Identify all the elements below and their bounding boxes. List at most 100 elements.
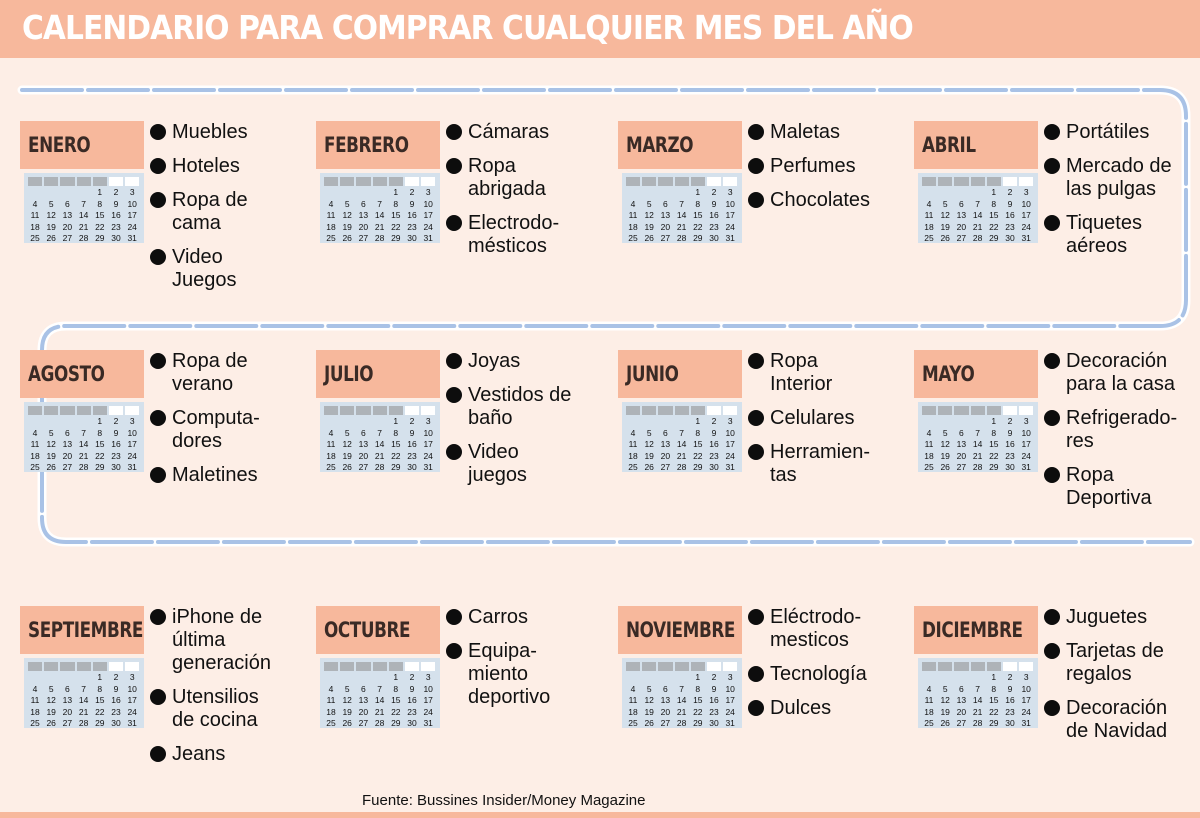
calendar-day: 29 xyxy=(693,462,703,472)
calendar-day: 9 xyxy=(711,683,717,694)
calendar-day: 12 xyxy=(644,695,654,705)
calendar-day: 25 xyxy=(326,233,336,243)
calendar-day: 29 xyxy=(95,462,105,472)
calendar-day: 6 xyxy=(65,198,70,209)
calendar-day: 23 xyxy=(1005,221,1015,232)
calendar-day: 15 xyxy=(989,439,999,449)
calendar-day: 22 xyxy=(95,221,105,232)
calendar-day: 22 xyxy=(989,221,999,232)
calendar-day: 21 xyxy=(676,450,687,461)
calendar-day: 19 xyxy=(342,221,352,232)
calendar-day: 27 xyxy=(358,718,369,728)
calendar-day: 11 xyxy=(30,439,40,449)
calendar-icon: 1 2 3 4 5 6 7 8 9 10 11 12 13 14 15 16 17 18 19 20 21 22 23 24 2… xyxy=(24,173,144,243)
calendar-day: 10 xyxy=(1021,198,1031,209)
calendar-day: 18 xyxy=(924,706,934,717)
calendar-day: 24 xyxy=(725,450,735,461)
bullet-icon xyxy=(446,643,462,659)
calendar-day: 16 xyxy=(1005,210,1015,220)
list-item: Ropa de cama xyxy=(150,189,310,235)
calendar-day: 4 xyxy=(32,427,38,438)
calendar-day: 20 xyxy=(956,706,967,717)
calendar-day: 10 xyxy=(1021,427,1031,438)
calendar-day: 30 xyxy=(407,462,417,472)
calendar-day: 12 xyxy=(342,695,352,705)
calendar-day: 3 xyxy=(129,672,135,682)
month-header: FEBRERO xyxy=(316,121,440,169)
calendar-day: 30 xyxy=(709,462,719,472)
calendar-day: 26 xyxy=(342,462,352,472)
calendar-day: 4 xyxy=(328,198,334,209)
calendar-day: 13 xyxy=(358,439,369,449)
calendar-day: 20 xyxy=(660,450,671,461)
calendar-day: 12 xyxy=(940,210,950,220)
calendar-day: 6 xyxy=(959,198,964,209)
list-item: Perfumes xyxy=(748,155,908,178)
calendar-day: 30 xyxy=(111,462,121,472)
month-header: DICIEMBRE xyxy=(914,606,1038,654)
calendar-day: 11 xyxy=(628,210,638,220)
list-item-label: Mercado de las pulgas xyxy=(1066,155,1172,200)
month-name: ENERO xyxy=(28,133,91,157)
calendar-day: 16 xyxy=(1005,695,1015,705)
calendar-day: 14 xyxy=(972,695,983,705)
calendar-day: 24 xyxy=(1021,450,1031,461)
bullet-icon xyxy=(1044,643,1060,659)
calendar-day: 10 xyxy=(725,683,735,694)
calendar-day: 28 xyxy=(374,462,385,472)
calendar-day: 12 xyxy=(46,210,56,220)
list-item: Decoración de Navidad xyxy=(1044,697,1200,743)
calendar-day: 23 xyxy=(407,450,417,461)
calendar-day: 7 xyxy=(975,198,980,209)
calendar-day: 1 xyxy=(991,672,997,682)
calendar-day: 4 xyxy=(630,198,636,209)
calendar-day: 12 xyxy=(644,439,654,449)
calendar-day: 26 xyxy=(940,462,950,472)
calendar-day: 17 xyxy=(423,210,433,220)
calendar-day: 29 xyxy=(693,718,703,728)
calendar-day: 24 xyxy=(423,706,433,717)
calendar-day: 26 xyxy=(46,233,56,243)
calendar-day: 11 xyxy=(326,210,336,220)
purchase-list: Eléctrodo- mesticos Tecnología Dulces xyxy=(748,606,908,731)
list-item: Ropa de verano xyxy=(150,350,310,396)
calendar-day: 18 xyxy=(326,706,336,717)
calendar-day: 16 xyxy=(709,439,719,449)
bottom-bar xyxy=(0,812,1200,818)
calendar-day: 20 xyxy=(956,450,967,461)
month-header: JUNIO xyxy=(618,350,742,398)
list-item: Tiquetes aéreos xyxy=(1044,212,1200,258)
calendar-day: 31 xyxy=(127,462,137,472)
list-item: Computa- dores xyxy=(150,407,310,453)
calendar-day: 23 xyxy=(407,221,417,232)
calendar-day: 30 xyxy=(1005,718,1015,728)
calendar-day: 30 xyxy=(111,718,121,728)
month-name: MARZO xyxy=(626,133,694,157)
calendar-day: 16 xyxy=(709,210,719,220)
list-item: Ropa Interior xyxy=(748,350,908,396)
calendar-day: 26 xyxy=(644,462,654,472)
list-item: Dulces xyxy=(748,697,908,720)
calendar-day: 21 xyxy=(676,706,687,717)
calendar-day: 22 xyxy=(693,221,703,232)
calendar-icon: 1 2 3 4 5 6 7 8 9 10 11 12 13 14 15 16 17 18 19 20 21 22 23 24 2… xyxy=(622,173,742,243)
calendar-day: 19 xyxy=(46,706,56,717)
calendar-day: 12 xyxy=(46,439,56,449)
calendar-day: 24 xyxy=(725,706,735,717)
bullet-icon xyxy=(150,609,166,625)
month-block-abril: ABRIL 1 2 3 4 5 6 7 8 9 10 11 12 13 14 15 16 17 18 19 20 21 22… xyxy=(914,121,1200,341)
list-item-label: Decoración para la casa xyxy=(1066,350,1175,395)
calendar-day: 26 xyxy=(342,233,352,243)
list-item: Maletines xyxy=(150,464,310,487)
list-item: Jeans xyxy=(150,743,310,766)
list-item-label: Refrigerado- res xyxy=(1066,407,1178,452)
calendar-day: 1 xyxy=(695,672,701,682)
calendar-day: 1 xyxy=(393,416,399,426)
calendar-day: 8 xyxy=(695,427,701,438)
list-item: Celulares xyxy=(748,407,908,430)
calendar-day: 18 xyxy=(628,221,638,232)
calendar-day: 10 xyxy=(725,427,735,438)
calendar-day: 28 xyxy=(78,462,89,472)
calendar-day: 22 xyxy=(391,221,401,232)
